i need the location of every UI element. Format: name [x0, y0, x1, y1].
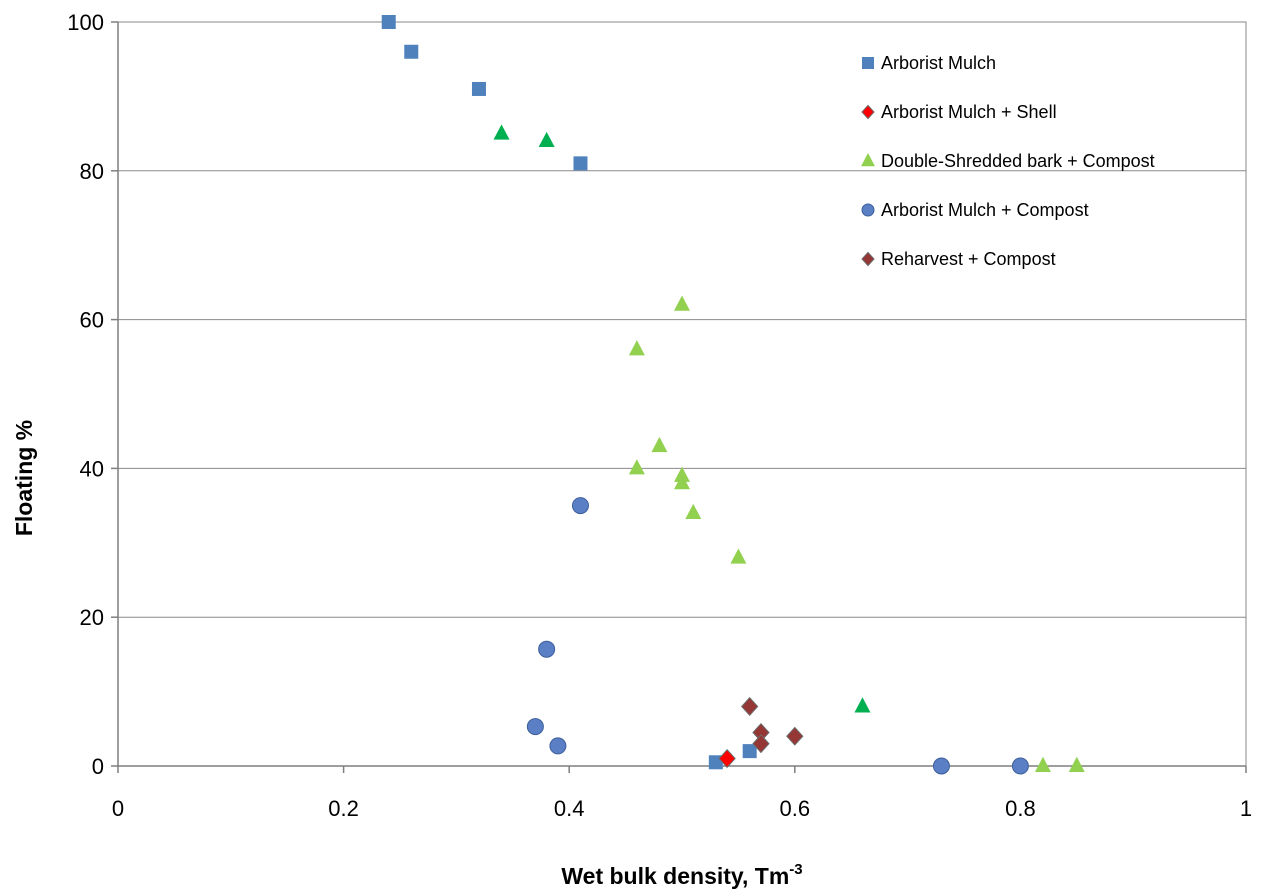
- data-points: [381, 15, 1085, 775]
- x-axis-title-superscript: -3: [789, 861, 802, 878]
- data-point-series-2: [674, 474, 690, 490]
- plot-border: [117, 21, 1247, 767]
- legend-label: Arborist Mulch: [881, 53, 996, 73]
- data-point-series-3: [493, 124, 510, 140]
- x-axis-title: Wet bulk density, Tm-3: [561, 861, 802, 889]
- tick-labels: 0 20 40 60 80 100 0 0.2 0.4 0.6 0.8 1: [67, 10, 1252, 821]
- axes: [111, 21, 1247, 773]
- x-tick-label: 0.8: [1005, 796, 1036, 821]
- legend-label: Reharvest + Compost: [881, 249, 1056, 269]
- legend-marker: [861, 104, 875, 120]
- data-point-series-5: [752, 734, 770, 754]
- legend-marker: [861, 203, 875, 217]
- data-point-series-4: [571, 497, 589, 515]
- y-tick-label: 100: [67, 10, 104, 35]
- data-point-series-4: [526, 718, 544, 736]
- x-axis-title-text: Wet bulk density, Tm: [561, 863, 789, 889]
- x-tick-label: 1: [1240, 796, 1252, 821]
- x-tick-label: 0.2: [328, 796, 359, 821]
- legend-label: Arborist Mulch + Compost: [881, 200, 1089, 220]
- data-point-series-1: [718, 749, 736, 769]
- data-point-series-2: [1034, 756, 1051, 772]
- y-tick-label: 20: [80, 605, 104, 630]
- data-point-series-2: [1068, 756, 1085, 772]
- y-axis-title: Floating %: [11, 420, 37, 536]
- data-point-series-0: [381, 15, 396, 29]
- data-point-series-2: [628, 340, 645, 356]
- data-point-series-4: [932, 757, 950, 775]
- data-point-series-2: [685, 503, 702, 520]
- legend-marker: [862, 57, 874, 69]
- y-tick-label: 40: [80, 456, 104, 481]
- data-point-series-2: [651, 436, 668, 453]
- data-point-series-4: [1011, 757, 1029, 775]
- data-point-series-0: [742, 744, 757, 759]
- x-tick-label: 0.4: [554, 796, 585, 821]
- data-point-series-2: [730, 548, 747, 564]
- legend-label: Arborist Mulch + Shell: [881, 102, 1057, 122]
- legend-label: Double-Shredded bark + Compost: [881, 151, 1155, 171]
- data-point-series-4: [549, 737, 567, 755]
- data-point-series-0: [573, 156, 588, 171]
- data-point-series-2: [628, 459, 645, 475]
- legend: Arborist Mulch Arborist Mulch + Shell Doub…: [861, 53, 1155, 269]
- data-point-series-0: [404, 44, 419, 59]
- y-tick-label: 80: [80, 159, 104, 184]
- data-point-series-4: [538, 640, 556, 658]
- grid-lines: [117, 21, 1247, 767]
- data-point-series-3: [538, 131, 555, 148]
- data-point-series-5: [741, 696, 759, 717]
- x-tick-label: 0.6: [780, 796, 811, 821]
- data-point-series-3: [854, 697, 871, 713]
- y-tick-label: 0: [92, 754, 104, 779]
- x-tick-label: 0: [112, 796, 124, 821]
- y-tick-label: 60: [80, 308, 104, 333]
- data-point-series-2: [674, 295, 690, 311]
- data-point-series-5: [786, 726, 804, 746]
- legend-marker: [861, 251, 875, 267]
- data-point-series-0: [471, 81, 486, 96]
- legend-marker: [861, 152, 875, 167]
